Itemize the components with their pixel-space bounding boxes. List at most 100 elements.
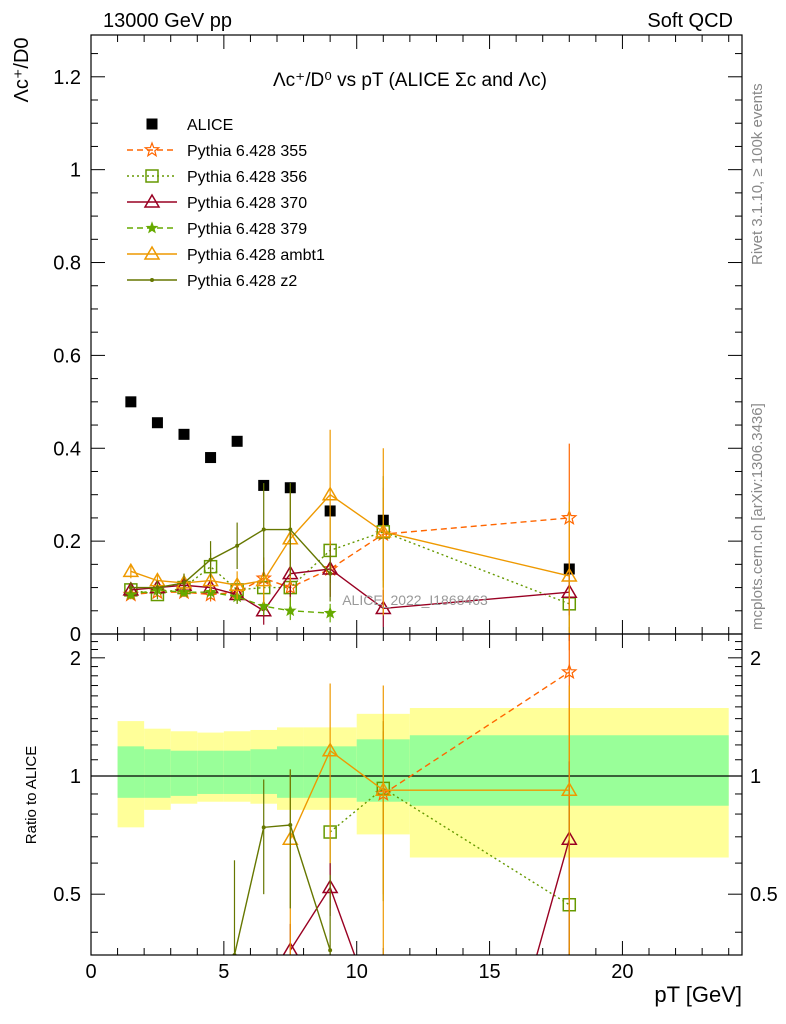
ratio-data-point [328,948,333,953]
ratio-data-point [288,823,293,828]
series-line [130,589,331,614]
uncertainty-band-green [197,750,224,794]
x-axis-label: pT [GeV] [654,982,742,1007]
ratio-panel: 0.5 0.51 12 20 5 10 15 20 Ratio to ALICE pT [Ge… [23,633,778,1007]
uncertainty-band-green [144,749,171,798]
mcplots-label: mcplots.cern.ch [arXiv:1306.3436] [749,403,766,630]
series-line [130,493,570,586]
legend-marker [145,169,159,183]
legend: ALICE Pythia 6.428 355 Pythia 6.428 356 Pyt… [127,117,325,290]
data-point [560,567,578,582]
data-point [257,599,271,612]
legend-entry: Pythia 6.428 379 [127,221,307,238]
x-tick-label: 10 [346,961,368,983]
uncertainty-band-green [170,750,198,796]
data-point [208,557,213,562]
main-y-tick-label: 1.2 [53,67,81,89]
data-point [235,543,240,548]
data-point [374,523,392,538]
legend-entry: ALICE [146,117,233,134]
ratio-y-tick-label-right: 0.5 [750,884,778,906]
ratio-series-pythia-6-428-z2 [232,769,333,955]
main-y-tick-label: 0.6 [53,345,81,367]
analysis-watermark: ALICE_2022_I1868463 [342,592,488,608]
legend-label: Pythia 6.428 355 [187,143,307,160]
ratio-series-line [329,787,570,906]
legend-marker [143,245,161,260]
ratio-y-axis-label: Ratio to ALICE [23,746,40,844]
main-y-tick-label: 0.4 [53,438,81,460]
ratio-data-point [560,781,578,796]
data-point [205,452,217,464]
legend-marker [146,118,158,130]
ratio-data-point [522,974,536,986]
main-axis-ticks: 0 0.2 0.4 0.6 0.8 1 1.2 [53,35,742,646]
ratio-y-tick-label-right: 2 [750,648,761,670]
data-point [255,572,273,587]
legend-entry: Pythia 6.428 355 [127,141,307,160]
data-point [283,604,297,617]
ratio-y-tick-label: 2 [70,648,81,670]
legend-label: Pythia 6.428 z2 [187,273,297,290]
header-right: Soft QCD [647,10,733,32]
legend-entry: Pythia 6.428 ambt1 [127,245,325,264]
data-point [231,435,243,447]
data-point [125,396,137,408]
data-point [182,580,186,585]
legend-label: Pythia 6.428 ambt1 [187,247,325,264]
data-point [202,572,219,587]
legend-marker [143,193,161,208]
main-y-axis-label: Λc⁺/D0 [11,37,33,102]
data-point [122,562,140,578]
main-plot-title: Λc⁺/D⁰ vs pT (ALICE Σc and Λc) [273,70,547,91]
ratio-series-line [289,839,570,955]
legend-marker [150,278,154,282]
main-y-tick-label: 0.2 [53,531,81,553]
series-pythia-6-428-356 [124,476,577,632]
series-line [130,568,570,612]
main-y-tick-label: 0 [70,624,81,646]
ratio-series-line [289,749,570,840]
main-y-tick-label: 1 [70,160,81,182]
ratio-data-point [374,781,392,796]
legend-entry: Pythia 6.428 z2 [127,273,297,290]
uncertainty-band-green [117,746,145,798]
x-tick-label: 15 [478,961,500,983]
legend-label: Pythia 6.428 370 [187,195,307,212]
ratio-series-line [382,671,570,795]
data-point [261,527,266,532]
series-pythia-6-428-370 [122,541,578,628]
x-tick-label: 5 [218,961,229,983]
data-point [128,585,133,590]
legend-entry: Pythia 6.428 356 [127,169,307,186]
series-pythia-6-428-ambt1 [122,429,578,651]
header-left: 13000 GeV pp [103,10,232,32]
ratio-data-point [282,941,299,955]
series-line [130,528,331,589]
series-alice [125,396,575,575]
ratio-data-point [261,825,266,830]
main-panel: 0 0.2 0.4 0.6 0.8 1 1.2 ALICE Pythia 6.428 355 P… [11,34,743,651]
series-pythia-6-428-z2 [128,483,333,602]
data-point [151,417,163,429]
ratio-series-line [233,824,331,955]
data-point [228,576,246,591]
uncertainty-band-green [223,750,251,794]
ratio-data-point [321,742,339,757]
legend-label: Pythia 6.428 379 [187,221,307,238]
data-point [328,571,333,576]
ratio-y-tick-label: 0.5 [53,884,81,906]
ratio-frame [90,633,743,956]
data-point [178,428,190,440]
data-point [255,602,273,617]
ratio-y-tick-label-right: 1 [750,766,761,788]
data-point [155,585,160,590]
data-point [323,606,337,619]
ratio-y-tick-label: 1 [70,766,81,788]
legend-label: ALICE [187,117,233,134]
data-point [288,527,293,532]
legend-marker [143,141,161,158]
x-tick-label: 0 [85,961,96,983]
ratio-axis-ticks: 0.5 0.51 12 20 5 10 15 20 [53,634,778,983]
